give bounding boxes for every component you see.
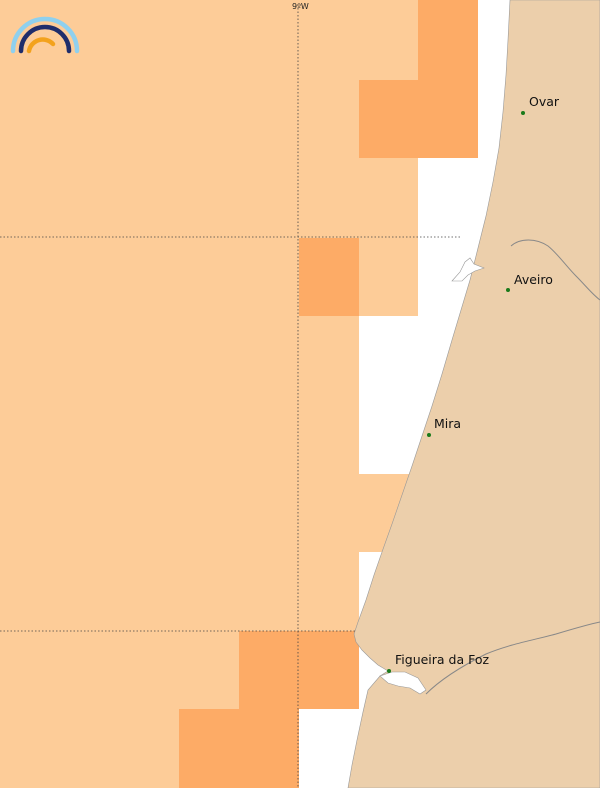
grid-cell-empty	[299, 709, 359, 788]
city-ovar[interactable]: Ovar	[521, 94, 560, 115]
rivers	[425, 239, 600, 695]
estuary	[379, 671, 427, 695]
city-marker	[506, 288, 510, 292]
grid-cell-high	[418, 0, 478, 80]
river-vouga	[510, 239, 600, 301]
lagoon	[451, 257, 485, 282]
city-aveiro[interactable]: Aveiro	[506, 272, 553, 292]
logo-arc-inner	[26, 37, 56, 54]
city-marker	[521, 111, 525, 115]
city-label: Ovar	[529, 94, 560, 109]
logo-arc-middle	[18, 24, 72, 54]
grid-cell-high	[299, 238, 359, 316]
city-label: Mira	[434, 416, 461, 431]
grid-cell-high	[239, 631, 359, 709]
river-mondego	[425, 621, 600, 695]
city-figueira-da-foz[interactable]: Figueira da Foz	[387, 652, 490, 673]
grid-cell-high	[179, 709, 299, 788]
longitude-label: 9ºW	[292, 2, 309, 11]
city-label: Figueira da Foz	[395, 652, 490, 667]
graticule	[0, 8, 460, 788]
logo-arc-outer	[10, 16, 80, 54]
city-marker	[387, 669, 391, 673]
city-marker	[427, 433, 431, 437]
city-mira[interactable]: Mira	[427, 416, 461, 437]
rainbow-arc-logo	[10, 16, 80, 54]
grid-cell-high	[359, 80, 478, 158]
land	[347, 0, 600, 788]
grid-cell	[0, 0, 418, 238]
grid-cells	[0, 0, 478, 788]
city-label: Aveiro	[514, 272, 553, 287]
